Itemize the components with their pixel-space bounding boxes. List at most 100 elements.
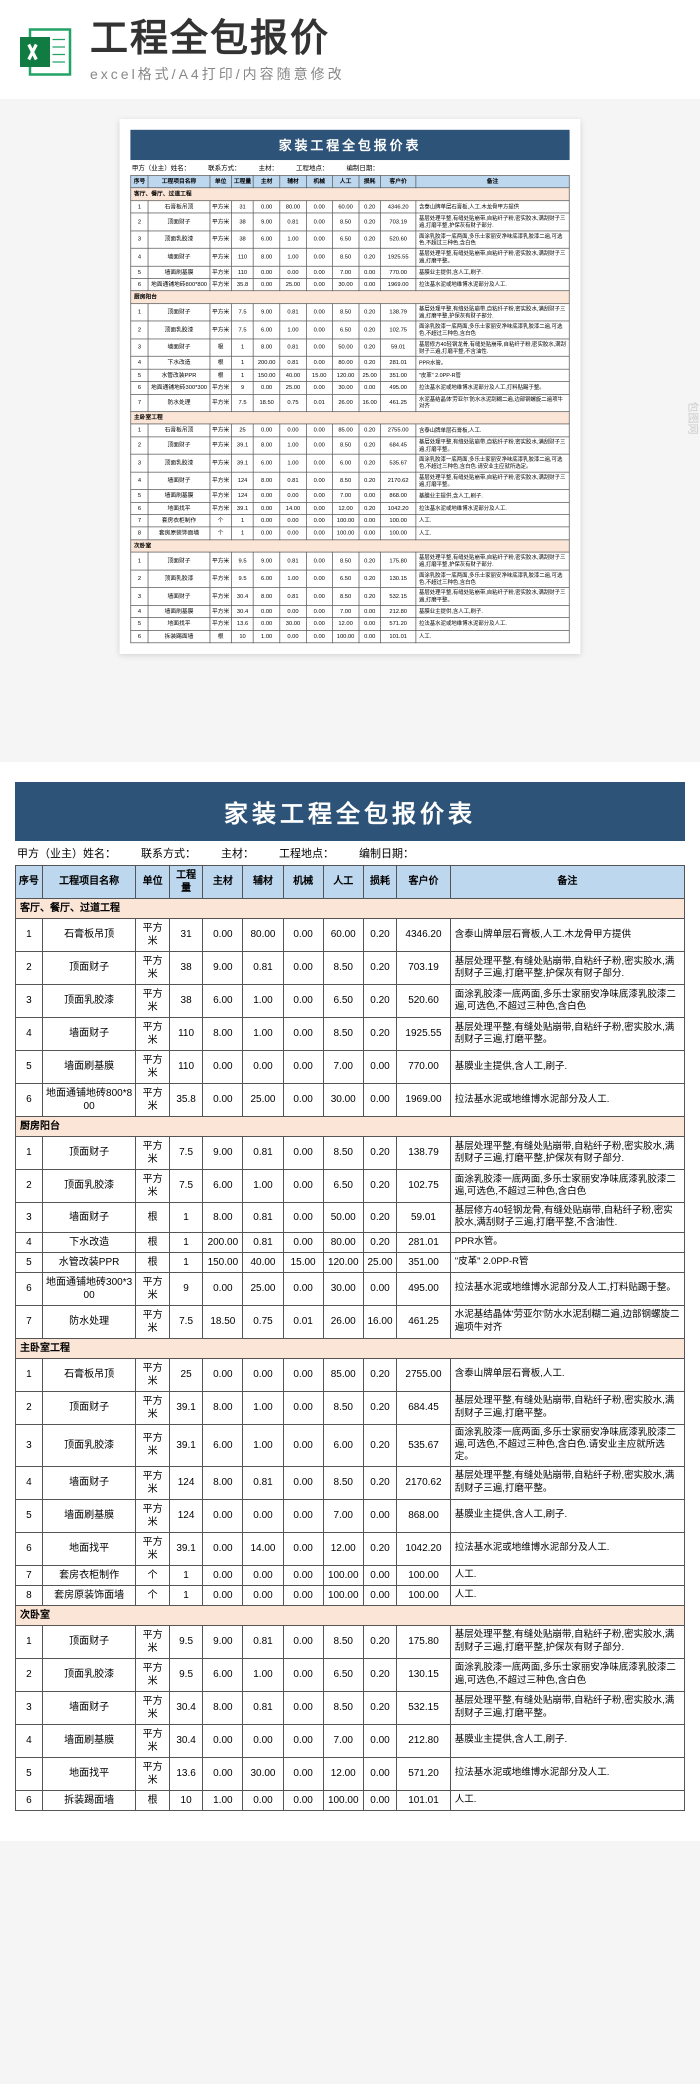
table-row: 5水管改装PPR根1150.0040.0015.00120.0025.00351…	[16, 1252, 685, 1272]
table-row: 4墙面财子平方米1108.001.000.008.500.201925.55基层…	[16, 1017, 685, 1050]
info-row-large: 甲方（业主）姓名： 联系方式： 主材： 工程地点： 编制日期：	[15, 841, 685, 865]
column-header: 人工	[332, 176, 358, 189]
column-header: 工程项目名称	[42, 865, 136, 898]
table-row: 7防水处理平方米7.518.500.750.0126.0016.00461.25…	[131, 394, 569, 412]
table-row: 4墙面财子平方米1108.001.000.008.500.201925.55基层…	[131, 248, 569, 266]
table-row: 1石膏板吊顶平方米250.000.000.0085.000.202755.00含…	[131, 424, 569, 437]
column-header: 主材	[203, 865, 243, 898]
section-header: 客厅、餐厅、过道工程	[16, 898, 685, 918]
table-row: 3顶面乳胶漆平方米39.16.001.000.006.000.20535.67面…	[16, 1424, 685, 1466]
column-header: 备注	[450, 865, 684, 898]
table-row: 1石膏板吊顶平方米310.0080.000.0060.000.204346.20…	[16, 918, 685, 951]
detail-area: 家装工程全包报价表 甲方（业主）姓名： 联系方式： 主材： 工程地点： 编制日期…	[0, 762, 700, 1841]
table-row: 6地面找平平方米39.10.0014.000.0012.000.201042.2…	[16, 1532, 685, 1565]
table-row: 7套房衣柜制作个10.000.000.00100.000.00100.00人工.	[16, 1565, 685, 1585]
column-header: 机械	[306, 176, 332, 189]
table-row: 5墙面刷基膜平方米1240.000.000.007.000.00868.00基膜…	[16, 1499, 685, 1532]
table-row: 1顶面财子平方米7.59.000.810.008.500.20138.79基层处…	[131, 304, 569, 322]
quote-table-large: 序号工程项目名称单位工程量主材辅材机械人工损耗客户价备注客厅、餐厅、过道工程1石…	[15, 865, 685, 1811]
table-row: 3顶面乳胶漆平方米386.001.000.006.500.20520.60面涂乳…	[16, 984, 685, 1017]
table-row: 5墙面刷基膜平方米1100.000.000.007.000.00770.00基膜…	[131, 266, 569, 279]
table-row: 3顶面乳胶漆平方米386.001.000.006.500.20520.60面涂乳…	[131, 231, 569, 249]
excel-icon	[15, 22, 75, 82]
table-row: 5墙面刷基膜平方米1240.000.000.007.000.00868.00基膜…	[131, 490, 569, 503]
table-row: 4墙面刷基膜平方米30.40.000.000.007.000.00212.80基…	[16, 1724, 685, 1757]
table-row: 2顶面乳胶漆平方米7.56.001.000.006.500.20102.75面涂…	[16, 1169, 685, 1202]
table-row: 7套房衣柜制作个10.000.000.00100.000.00100.00人工.	[131, 515, 569, 528]
column-header: 单位	[136, 865, 169, 898]
column-header: 机械	[283, 865, 323, 898]
label-location: 工程地点：	[296, 163, 328, 172]
table-row: 6地面找平平方米39.10.0014.000.0012.000.201042.2…	[131, 502, 569, 515]
table-row: 2顶面财子平方米39.18.001.000.008.500.20684.45基层…	[16, 1391, 685, 1424]
section-header: 厨房阳台	[16, 1116, 685, 1136]
label-contact-2: 联系方式：	[141, 845, 196, 861]
page-preview-area: 家装工程全包报价表 甲方（业主）姓名： 联系方式： 主材： 工程地点： 编制日期…	[0, 99, 700, 722]
info-row: 甲方（业主）姓名： 联系方式： 主材： 工程地点： 编制日期：	[130, 160, 569, 175]
table-row: 8套房原装饰面墙个10.000.000.00100.000.00100.00人工…	[131, 527, 569, 540]
label-date-2: 编制日期：	[359, 845, 414, 861]
table-row: 6拆装踢面墙根101.000.000.00100.000.00101.01人工.	[131, 630, 569, 643]
quote-table-small: 序号工程项目名称单位工程量主材辅材机械人工损耗客户价备注客厅、餐厅、过道工程1石…	[130, 175, 569, 643]
table-row: 5水管改装PPR根1150.0040.0015.00120.0025.00351…	[131, 369, 569, 382]
table-row: 3顶面乳胶漆平方米39.16.001.000.006.000.20535.67面…	[131, 454, 569, 472]
column-header: 客户价	[397, 865, 451, 898]
table-row: 3墙面财子根18.000.810.0050.000.2059.01基层修方40轻…	[131, 339, 569, 357]
table-row: 5地面找平平方米13.60.0030.000.0012.000.00571.20…	[16, 1757, 685, 1790]
label-date: 编制日期：	[346, 163, 378, 172]
table-row: 2顶面乳胶漆平方米9.56.001.000.006.500.20130.15面涂…	[16, 1658, 685, 1691]
table-row: 5地面找平平方米13.60.0030.000.0012.000.00571.20…	[131, 618, 569, 631]
table-row: 2顶面乳胶漆平方米9.56.001.000.006.500.20130.15面涂…	[131, 570, 569, 588]
table-row: 3墙面财子根18.000.810.0050.000.2059.01基层修方40轻…	[16, 1202, 685, 1232]
table-row: 6地面通铺地砖800*800平方米35.80.0025.000.0030.000…	[131, 279, 569, 292]
section-header: 客厅、餐厅、过道工程	[131, 188, 569, 201]
table-row: 3墙面财子平方米30.48.000.810.008.500.20532.15基层…	[16, 1691, 685, 1724]
table-row: 6拆装踢面墙根101.000.000.00100.000.00101.01人工.	[16, 1790, 685, 1810]
table-row: 4墙面财子平方米1248.000.810.008.500.202170.62基层…	[16, 1466, 685, 1499]
table-row: 1顶面财子平方米7.59.000.810.008.500.20138.79基层处…	[16, 1136, 685, 1169]
table-row: 2顶面乳胶漆平方米7.56.001.000.006.500.20102.75面涂…	[131, 321, 569, 339]
promo-subtitle: excel格式/A4打印/内容随意修改	[90, 64, 685, 84]
table-row: 2顶面财子平方米389.000.810.008.500.20703.19基层处理…	[16, 951, 685, 984]
column-header: 损耗	[359, 176, 381, 189]
table-row: 6地面通铺地砖800*800平方米35.80.0025.000.0030.000…	[16, 1083, 685, 1116]
label-mat: 主材：	[259, 163, 278, 172]
promo-title: 工程全包报价	[90, 20, 685, 58]
column-header: 工程量	[232, 176, 254, 189]
section-header: 主卧室工程	[131, 412, 569, 425]
table-row: 3墙面财子平方米30.48.000.810.008.500.20532.15基层…	[131, 588, 569, 606]
column-header: 工程项目名称	[148, 176, 209, 189]
table-row: 4下水改造根1200.000.810.0080.000.20281.01PPR水…	[131, 356, 569, 369]
table-row: 1顶面财子平方米9.59.000.810.008.500.20175.80基层处…	[16, 1625, 685, 1658]
section-header: 厨房阳台	[131, 291, 569, 304]
column-header: 辅材	[243, 865, 283, 898]
column-header: 序号	[16, 865, 43, 898]
column-header: 单位	[210, 176, 232, 189]
table-row: 6地面通铺地砖300*300平方米90.0025.000.0030.000.00…	[16, 1272, 685, 1305]
table-row: 7防水处理平方米7.518.500.750.0126.0016.00461.25…	[16, 1305, 685, 1338]
table-row: 4墙面刷基膜平方米30.40.000.000.007.000.00212.80基…	[131, 605, 569, 618]
label-party-a: 甲方（业主）姓名：	[132, 163, 190, 172]
section-header: 次卧室	[131, 540, 569, 553]
table-row: 2顶面财子平方米389.000.810.008.500.20703.19基层处理…	[131, 213, 569, 231]
column-header: 人工	[323, 865, 363, 898]
table-row: 1石膏板吊顶平方米310.0080.000.0060.000.204346.20…	[131, 201, 569, 214]
section-header: 次卧室	[16, 1605, 685, 1625]
label-location-2: 工程地点：	[279, 845, 334, 861]
column-header: 主材	[254, 176, 280, 189]
label-party-a-2: 甲方（业主）姓名：	[17, 845, 116, 861]
table-row: 8套房原装饰面墙个10.000.000.00100.000.00100.00人工…	[16, 1585, 685, 1605]
column-header: 序号	[131, 176, 149, 189]
column-header: 工程量	[169, 865, 202, 898]
column-header: 客户价	[381, 176, 416, 189]
table-row: 6地面通铺地砖300*300平方米90.0025.000.0030.000.00…	[131, 382, 569, 395]
table-title: 家装工程全包报价表	[130, 130, 569, 160]
column-header: 损耗	[363, 865, 396, 898]
table-title-large: 家装工程全包报价表	[15, 782, 685, 841]
page-preview: 家装工程全包报价表 甲方（业主）姓名： 联系方式： 主材： 工程地点： 编制日期…	[120, 119, 581, 654]
table-row: 4墙面财子平方米1248.000.810.008.500.202170.62基层…	[131, 472, 569, 490]
column-header: 备注	[416, 176, 570, 189]
section-header: 主卧室工程	[16, 1338, 685, 1358]
table-row: 2顶面财子平方米39.18.001.000.008.500.20684.45基层…	[131, 437, 569, 455]
label-contact: 联系方式：	[208, 163, 240, 172]
